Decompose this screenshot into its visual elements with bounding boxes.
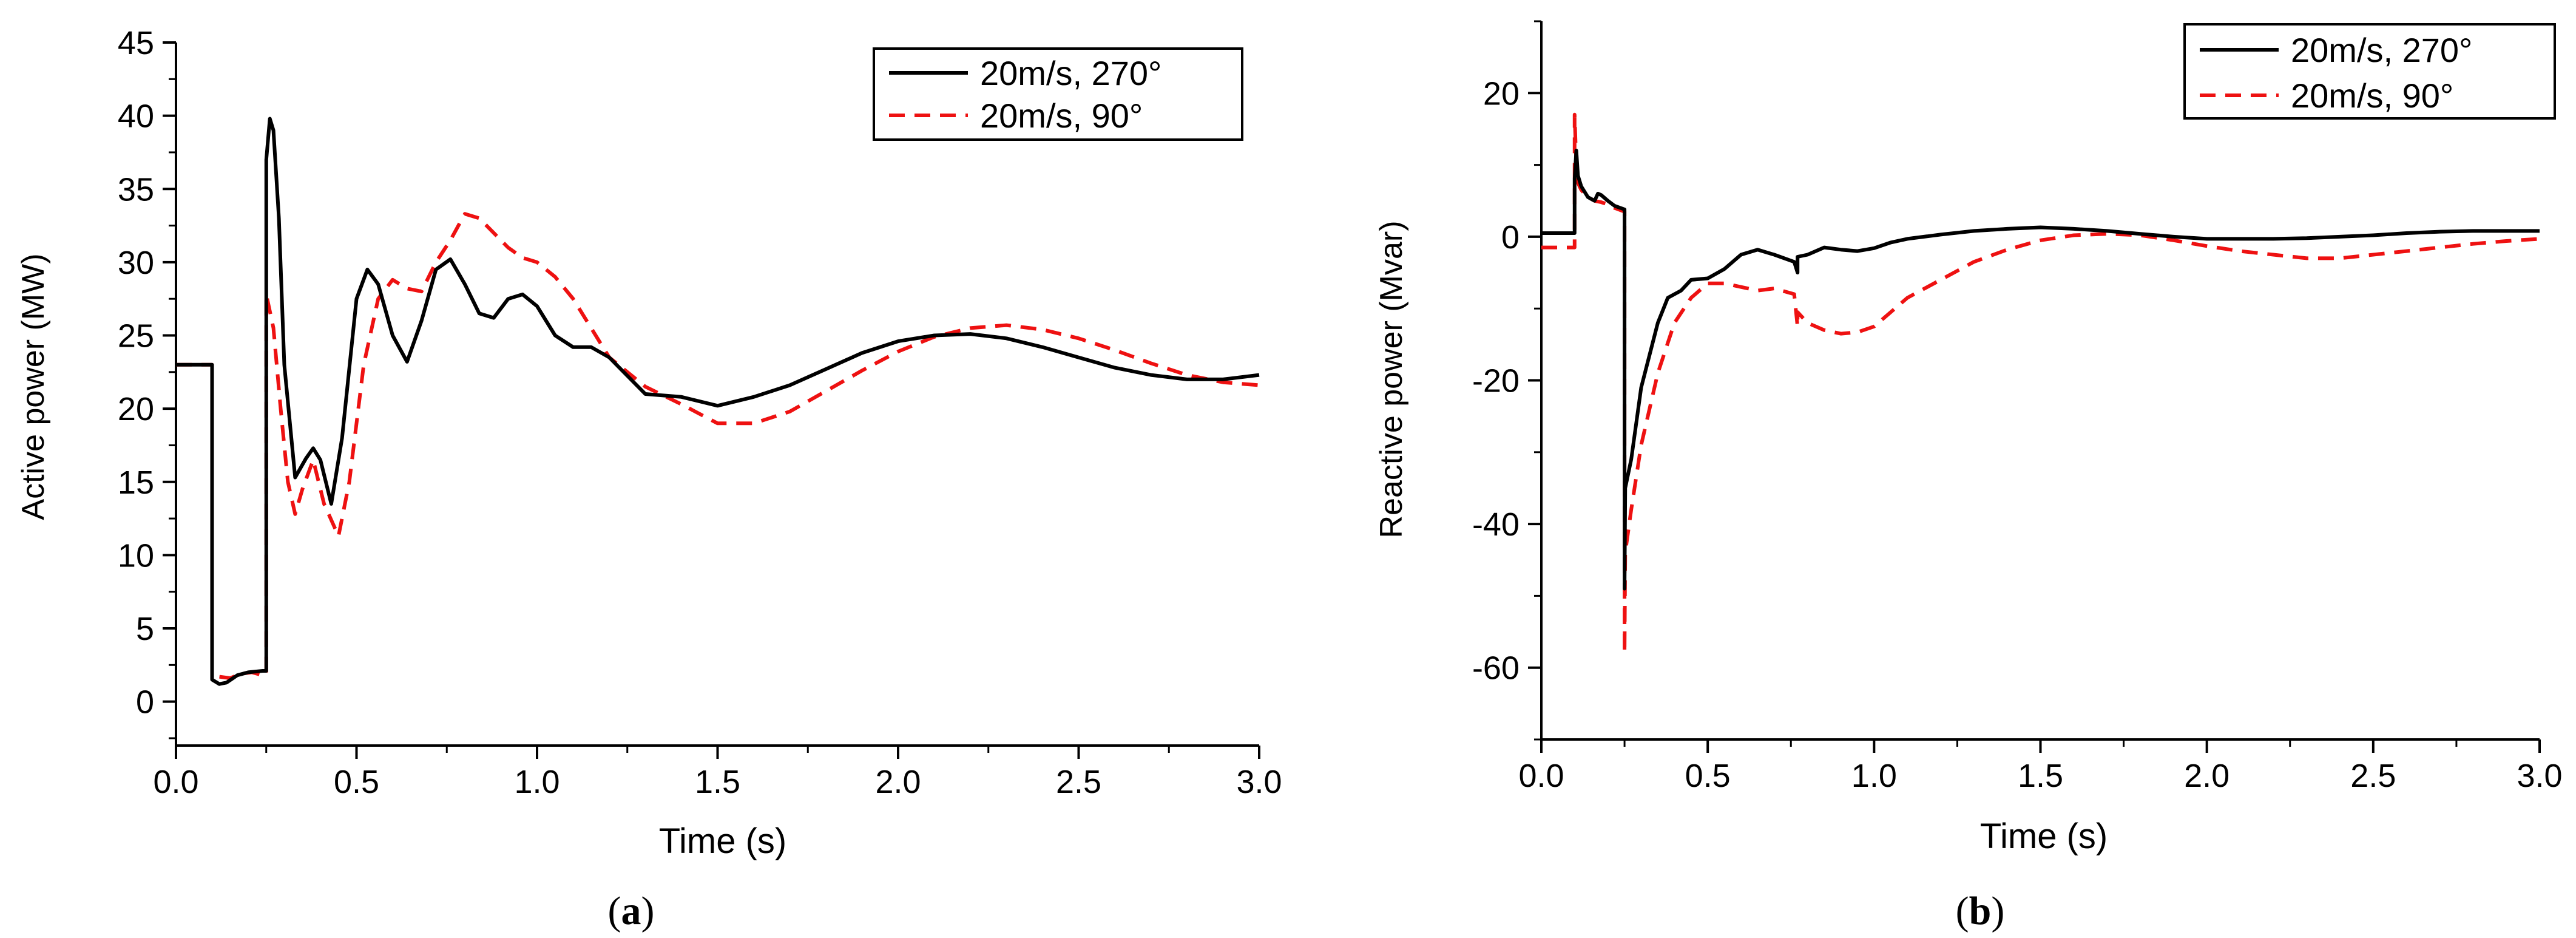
panel-a-y-tick-label: 25 xyxy=(118,318,154,355)
panel-b-x-tick-label: 1.0 xyxy=(1851,758,1897,794)
panel-b-tick-labels: 0.0 0.5 1.0 1.5 2.0 2.5 3.0 -60 -40 -20 0 20 xyxy=(1472,75,2563,794)
panel-a-x-tick-label: 1.5 xyxy=(695,764,740,800)
panel-a-label-letter: a xyxy=(621,889,641,933)
panel-b-x-tick-label: 1.5 xyxy=(2018,758,2063,794)
panel-a-x-tick-label: 2.0 xyxy=(875,764,921,800)
panel-a-x-axis-title: Time (s) xyxy=(659,821,786,861)
panel-b-x-axis-title: Time (s) xyxy=(1980,817,2108,856)
panel-a-x-tick-label: 1.0 xyxy=(514,764,559,800)
panel-b-label-letter: b xyxy=(1969,889,1992,933)
panel-a-legend: 20m/s, 270° 20m/s, 90° xyxy=(873,47,1243,141)
panel-a-x-tick-label: 3.0 xyxy=(1236,764,1282,800)
panel-b-legend-label-2: 20m/s, 90° xyxy=(2291,76,2453,115)
panel-b-x-tick-label: 0.0 xyxy=(1518,758,1564,794)
panel-a-x-tick-label: 0.5 xyxy=(334,764,379,800)
panel-b-y-tick-label: -20 xyxy=(1472,363,1520,399)
panel-a-x-tick-label: 0.0 xyxy=(153,764,198,800)
panel-a-y-axis-title: Active power (MW) xyxy=(16,253,51,520)
panel-b-x-tick-label: 3.0 xyxy=(2517,758,2562,794)
panel-a-axes xyxy=(163,41,1260,759)
panel-b-series-solid-270deg xyxy=(1541,148,2540,591)
panel-a-y-tick-label: 15 xyxy=(118,464,154,501)
panel-b-x-tick-label: 2.5 xyxy=(2350,758,2396,794)
panel-b-x-tick-label: 2.0 xyxy=(2184,758,2229,794)
panel-b-reactive-power-chart: 0.0 0.5 1.0 1.5 2.0 2.5 3.0 -60 -40 -20 0 20 Time (… xyxy=(1374,20,2563,933)
panel-b-y-tick-label: -60 xyxy=(1472,650,1520,687)
panel-b-label: (b) xyxy=(1956,889,2005,933)
panel-a-active-power-chart: 0.0 0.5 1.0 1.5 2.0 2.5 3.0051015202530354045 … xyxy=(16,25,1282,933)
panel-a-legend-label-2: 20m/s, 90° xyxy=(980,97,1143,135)
panel-a-legend-box xyxy=(873,47,1243,141)
panel-b-y-axis-title: Reactive power (Mvar) xyxy=(1374,220,1409,538)
panel-b-y-tick-label: -40 xyxy=(1472,506,1520,543)
panel-b-legend-box xyxy=(2183,23,2556,120)
panel-b-legend: 20m/s, 270° 20m/s, 90° xyxy=(2183,23,2556,120)
panel-b-series-dashed-90deg xyxy=(1541,112,2540,655)
panel-b-axes xyxy=(1528,20,2541,753)
panel-b-series xyxy=(1541,112,2540,655)
panel-a-tick-labels: 0.0 0.5 1.0 1.5 2.0 2.5 3.0 0 5 10 15 20 25 30 35 40 45 xyxy=(118,25,1282,800)
panel-a-y-tick-label: 45 xyxy=(118,25,154,61)
panel-a-x-tick-label: 2.5 xyxy=(1056,764,1101,800)
panel-a-y-tick-label: 30 xyxy=(118,245,154,281)
panel-b-legend-label-1: 20m/s, 270° xyxy=(2291,31,2472,69)
panel-b-y-tick-label: 0 xyxy=(1501,219,1520,256)
panel-a-series xyxy=(176,117,1260,686)
panel-a-y-tick-label: 35 xyxy=(118,171,154,208)
panel-a-y-tick-label: 5 xyxy=(136,611,154,647)
panel-a-y-tick-label: 20 xyxy=(118,391,154,427)
panel-a-y-tick-label: 0 xyxy=(136,684,154,721)
panel-a-y-tick-label: 40 xyxy=(118,98,154,135)
panel-a-label: (a) xyxy=(608,889,655,933)
panel-a-legend-label-1: 20m/s, 270° xyxy=(980,54,1161,92)
panel-a-series-dashed-90deg xyxy=(176,212,1260,680)
panel-a-y-tick-label: 10 xyxy=(118,537,154,574)
panel-b-x-tick-label: 0.5 xyxy=(1685,758,1731,794)
panel-b-y-tick-label: 20 xyxy=(1483,75,1520,112)
panel-a-series-solid-270deg xyxy=(176,117,1260,686)
